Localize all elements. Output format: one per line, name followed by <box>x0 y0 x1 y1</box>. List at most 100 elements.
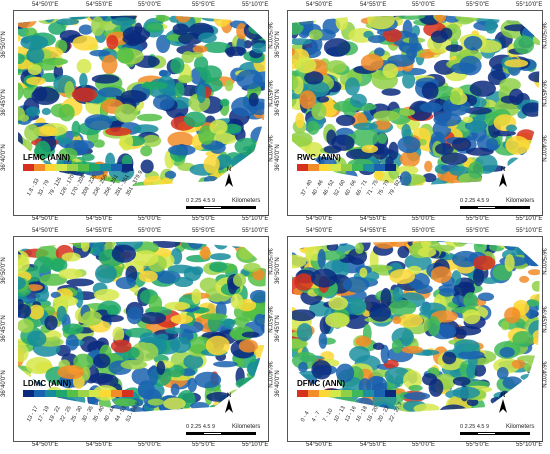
scale-bar <box>460 206 530 209</box>
legend-swatch <box>341 164 352 171</box>
legend-swatch <box>308 390 319 397</box>
legend-colorbar <box>297 390 396 397</box>
lat-tick: 36°45'0"N <box>275 315 281 342</box>
legend-swatch <box>352 390 363 397</box>
scale-unit: Kilometers <box>232 198 261 204</box>
lon-tick: 55°0'0"E <box>138 228 162 234</box>
lat-tick: 36°40'0"N <box>1 370 7 397</box>
lon-tick: 54°50'0"E <box>306 442 333 448</box>
scale-unit: Kilometers <box>506 198 535 204</box>
lon-tick: 55°0'0"E <box>138 442 162 448</box>
lon-tick: 54°55'0"E <box>86 216 113 222</box>
lon-tick: 54°55'0"E <box>360 2 387 8</box>
lat-tick: 36°50'0"N <box>1 257 7 284</box>
map-panel-dfmc: 54°50'0"E 54°50'0"E 54°55'0"E 54°55'0"E 55°0… <box>275 228 550 450</box>
lon-tick: 55°0'0"E <box>412 216 436 222</box>
lon-tick: 54°50'0"E <box>306 216 333 222</box>
lon-tick: 55°0'0"E <box>412 442 436 448</box>
legend-swatch <box>319 164 330 171</box>
lon-tick: 55°0'0"E <box>138 2 162 8</box>
lon-tick: 54°55'0"E <box>86 2 113 8</box>
legend-swatch <box>308 164 319 171</box>
lon-tick: 55°0'0"E <box>138 216 162 222</box>
scale-unit: Kilometers <box>232 424 261 430</box>
north-arrow-icon: N <box>498 167 508 189</box>
lat-tick: 36°45'0"N <box>540 306 546 333</box>
legend-swatch <box>67 164 78 171</box>
scale-bar <box>186 432 256 435</box>
legend-swatch <box>341 390 352 397</box>
legend-swatch <box>363 164 374 171</box>
legend-swatch <box>297 390 308 397</box>
lon-tick: 55°5'0"E <box>192 442 216 448</box>
legend-swatch <box>67 390 78 397</box>
lon-tick: 54°50'0"E <box>32 2 59 8</box>
lat-tick: 36°50'0"N <box>540 22 546 49</box>
lon-tick: 54°50'0"E <box>32 228 59 234</box>
lon-tick: 54°50'0"E <box>32 442 59 448</box>
lon-tick: 55°0'0"E <box>412 2 436 8</box>
legend-swatch <box>385 164 396 171</box>
lat-tick: 36°45'0"N <box>275 89 281 116</box>
lon-tick: 54°50'0"E <box>306 228 333 234</box>
legend-swatch <box>111 164 122 171</box>
lat-tick: 36°50'0"N <box>266 248 272 275</box>
lat-tick: 36°50'0"N <box>540 248 546 275</box>
legend-swatch <box>78 164 89 171</box>
legend-colorbar <box>23 164 133 171</box>
legend-swatch <box>56 390 67 397</box>
legend-swatch <box>122 390 133 397</box>
legend-title: RWC (ANN) <box>297 153 341 162</box>
lat-tick: 36°45'0"N <box>1 315 7 342</box>
lon-tick: 55°5'0"E <box>192 2 216 8</box>
scale-ticks: 0 2.25 4.5 9 <box>186 198 216 204</box>
lon-tick: 55°0'0"E <box>412 228 436 234</box>
lon-tick: 55°10'0"E <box>242 216 269 222</box>
north-arrow-icon: N <box>224 393 234 415</box>
lon-tick: 55°5'0"E <box>192 216 216 222</box>
legend-swatch <box>330 390 341 397</box>
lon-tick: 55°10'0"E <box>242 228 269 234</box>
legend-swatch <box>385 390 396 397</box>
legend-colorbar <box>23 390 133 397</box>
raster-map <box>292 241 540 412</box>
lon-tick: 55°5'0"E <box>466 228 490 234</box>
map-frame <box>13 10 269 216</box>
lat-tick: 36°40'0"N <box>266 135 272 162</box>
map-panel-ldmc: 54°50'0"E 54°50'0"E 54°55'0"E 54°55'0"E 55°0… <box>1 228 276 450</box>
lat-tick: 36°45'0"N <box>266 306 272 333</box>
legend-swatch <box>56 164 67 171</box>
lat-tick: 36°40'0"N <box>540 361 546 388</box>
legend-swatch <box>319 390 330 397</box>
scale-ticks: 0 2.25 4.5 9 <box>460 424 490 430</box>
legend-swatch <box>352 164 363 171</box>
legend-swatch <box>23 390 34 397</box>
legend-swatch <box>34 390 45 397</box>
scale-bar <box>460 432 530 435</box>
map-frame <box>287 236 543 442</box>
lon-tick: 54°50'0"E <box>32 216 59 222</box>
lat-tick: 36°50'0"N <box>275 31 281 58</box>
map-panel-rwc: 54°50'0"E 54°50'0"E 54°55'0"E 54°55'0"E 55°0… <box>275 2 550 224</box>
legend-swatch <box>374 164 385 171</box>
legend-swatch <box>23 164 34 171</box>
lon-tick: 54°55'0"E <box>360 442 387 448</box>
lon-tick: 54°55'0"E <box>360 216 387 222</box>
north-arrow-icon: N <box>224 167 234 189</box>
lon-tick: 55°5'0"E <box>466 442 490 448</box>
legend-swatch <box>78 390 89 397</box>
legend-swatch <box>100 390 111 397</box>
north-arrow-icon: N <box>498 393 508 415</box>
legend-swatch <box>297 164 308 171</box>
legend-swatch <box>363 390 374 397</box>
lat-tick: 36°40'0"N <box>540 135 546 162</box>
lon-tick: 55°10'0"E <box>516 2 543 8</box>
lon-tick: 55°10'0"E <box>242 442 269 448</box>
legend-swatch <box>122 164 133 171</box>
lat-tick: 36°40'0"N <box>275 370 281 397</box>
scale-bar <box>186 206 256 209</box>
lon-tick: 55°5'0"E <box>466 216 490 222</box>
legend-swatch <box>89 390 100 397</box>
raster-map <box>18 15 266 186</box>
